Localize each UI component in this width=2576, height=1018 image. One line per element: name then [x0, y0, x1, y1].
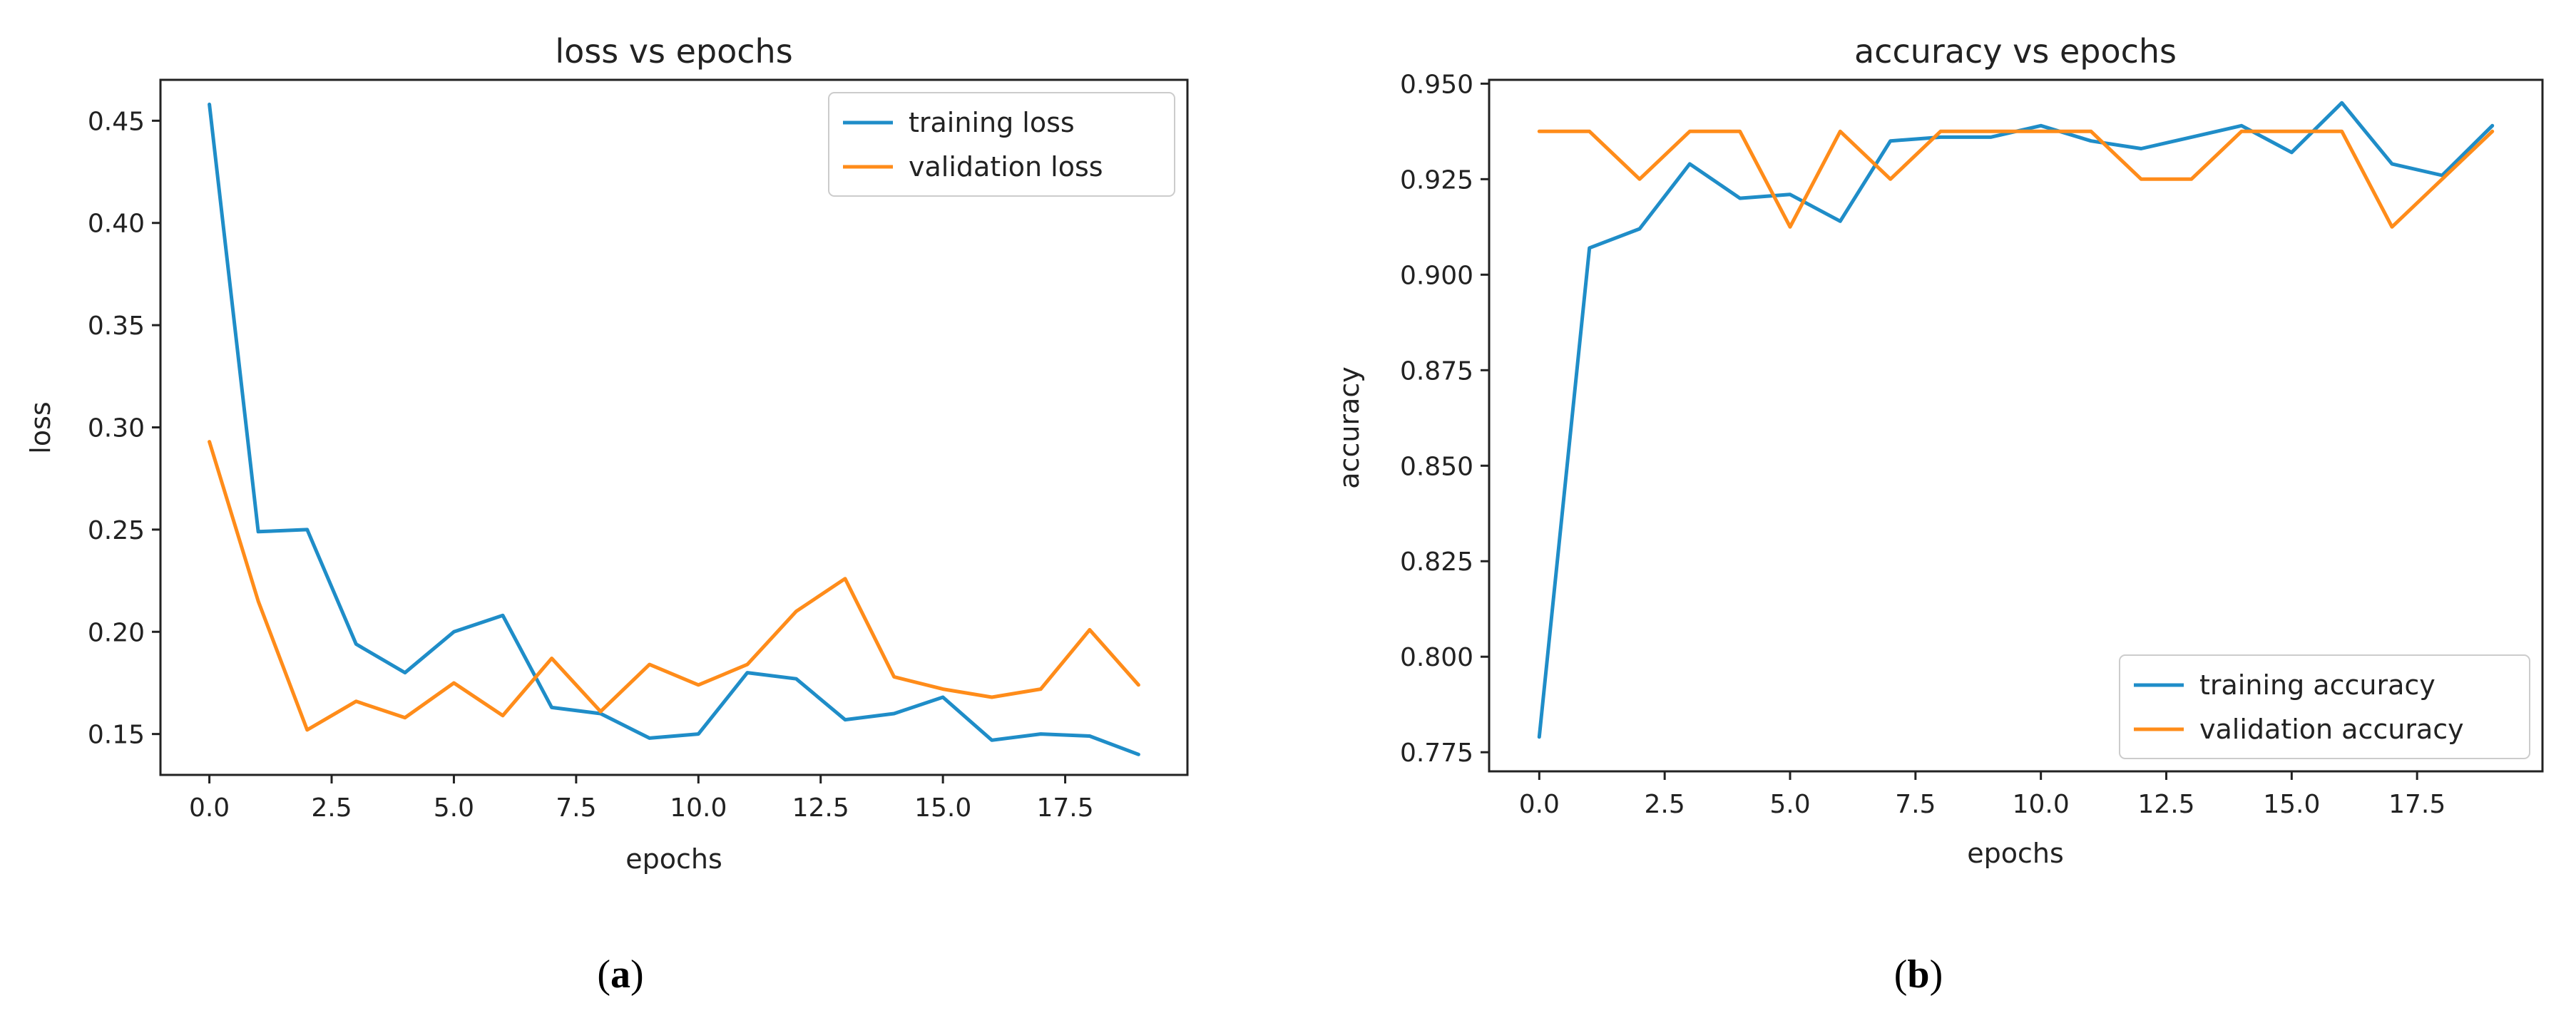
loss-ticks: 0.0 2.5 5.0 7.5 10.0 12.5 15.0 17.5 0.15 0.20 0.25…	[88, 107, 1094, 823]
loss-y-tick-label: 0.20	[88, 618, 145, 647]
accuracy-legend-label: validation accuracy	[2199, 714, 2464, 745]
accuracy-y-tick-label: 0.825	[1400, 547, 1473, 577]
accuracy-ticks: 0.0 2.5 5.0 7.5 10.0 12.5 15.0 17.5 0.775 0.800 0.…	[1400, 70, 2445, 819]
loss-series-line-training	[208, 102, 1140, 756]
loss-x-tick-label: 10.0	[670, 793, 727, 823]
accuracy-y-tick-label: 0.950	[1400, 70, 1473, 99]
loss-y-tick-label: 0.30	[88, 414, 145, 443]
caption-b: (b)	[1894, 952, 1943, 997]
loss-series-line-validation	[208, 440, 1140, 732]
accuracy-x-axis-label: epochs	[1967, 838, 2064, 869]
accuracy-chart-title: accuracy vs epochs	[1854, 32, 2177, 71]
accuracy-y-axis-label: accuracy	[1334, 366, 1365, 488]
accuracy-legend-label: training accuracy	[2199, 669, 2436, 701]
accuracy-y-tick-label: 0.925	[1400, 165, 1473, 195]
accuracy-y-tick-label: 0.800	[1400, 643, 1473, 672]
loss-x-tick-label: 17.5	[1036, 793, 1093, 823]
loss-y-tick-label: 0.45	[88, 107, 145, 136]
accuracy-x-tick-label: 10.0	[2013, 790, 2070, 819]
loss-x-tick-label: 15.0	[914, 793, 971, 823]
accuracy-series-line-validation	[1537, 129, 2495, 229]
accuracy-x-tick-label: 5.0	[1769, 790, 1810, 819]
accuracy-series-lines	[1537, 101, 2495, 739]
loss-x-tick-label: 12.5	[792, 793, 849, 823]
loss-y-tick-label: 0.25	[88, 516, 145, 545]
loss-y-axis-label: loss	[25, 401, 56, 453]
loss-x-axis-label: epochs	[625, 843, 722, 875]
accuracy-legend-box	[2119, 654, 2530, 759]
loss-legend-box	[828, 92, 1175, 197]
loss-x-tick-label: 7.5	[556, 793, 596, 823]
loss-legend-label: training loss	[909, 107, 1075, 138]
loss-y-tick-label: 0.35	[88, 312, 145, 341]
loss-chart: loss vs epochs epochs loss 0.0 2.5 5.0 7.5 1…	[25, 32, 1189, 997]
loss-chart-title: loss vs epochs	[555, 32, 792, 71]
accuracy-y-tick-label: 0.900	[1400, 261, 1473, 290]
caption-letter-b: b	[1907, 952, 1929, 997]
accuracy-x-tick-label: 0.0	[1519, 790, 1560, 819]
loss-legend: training loss validation loss	[828, 92, 1175, 197]
loss-legend-label: validation loss	[909, 151, 1103, 182]
loss-x-tick-label: 5.0	[434, 793, 474, 823]
caption-letter-a: a	[610, 952, 630, 997]
accuracy-x-tick-label: 17.5	[2388, 790, 2445, 819]
accuracy-chart: accuracy vs epochs epochs accuracy 0.0 2.…	[1334, 32, 2544, 997]
accuracy-x-tick-label: 7.5	[1895, 790, 1936, 819]
loss-y-tick-label: 0.40	[88, 210, 145, 239]
accuracy-y-tick-label: 0.775	[1400, 739, 1473, 768]
accuracy-x-tick-label: 2.5	[1645, 790, 1685, 819]
accuracy-y-tick-label: 0.875	[1400, 356, 1473, 386]
loss-series-lines	[208, 102, 1140, 756]
loss-x-tick-label: 0.0	[189, 793, 230, 823]
accuracy-x-tick-label: 15.0	[2263, 790, 2320, 819]
accuracy-x-tick-label: 12.5	[2137, 790, 2194, 819]
accuracy-y-tick-label: 0.850	[1400, 452, 1473, 481]
loss-y-tick-label: 0.15	[88, 721, 145, 750]
accuracy-legend: training accuracy validation accuracy	[2119, 654, 2530, 759]
caption-a: (a)	[597, 952, 643, 997]
loss-x-tick-label: 2.5	[311, 793, 352, 823]
